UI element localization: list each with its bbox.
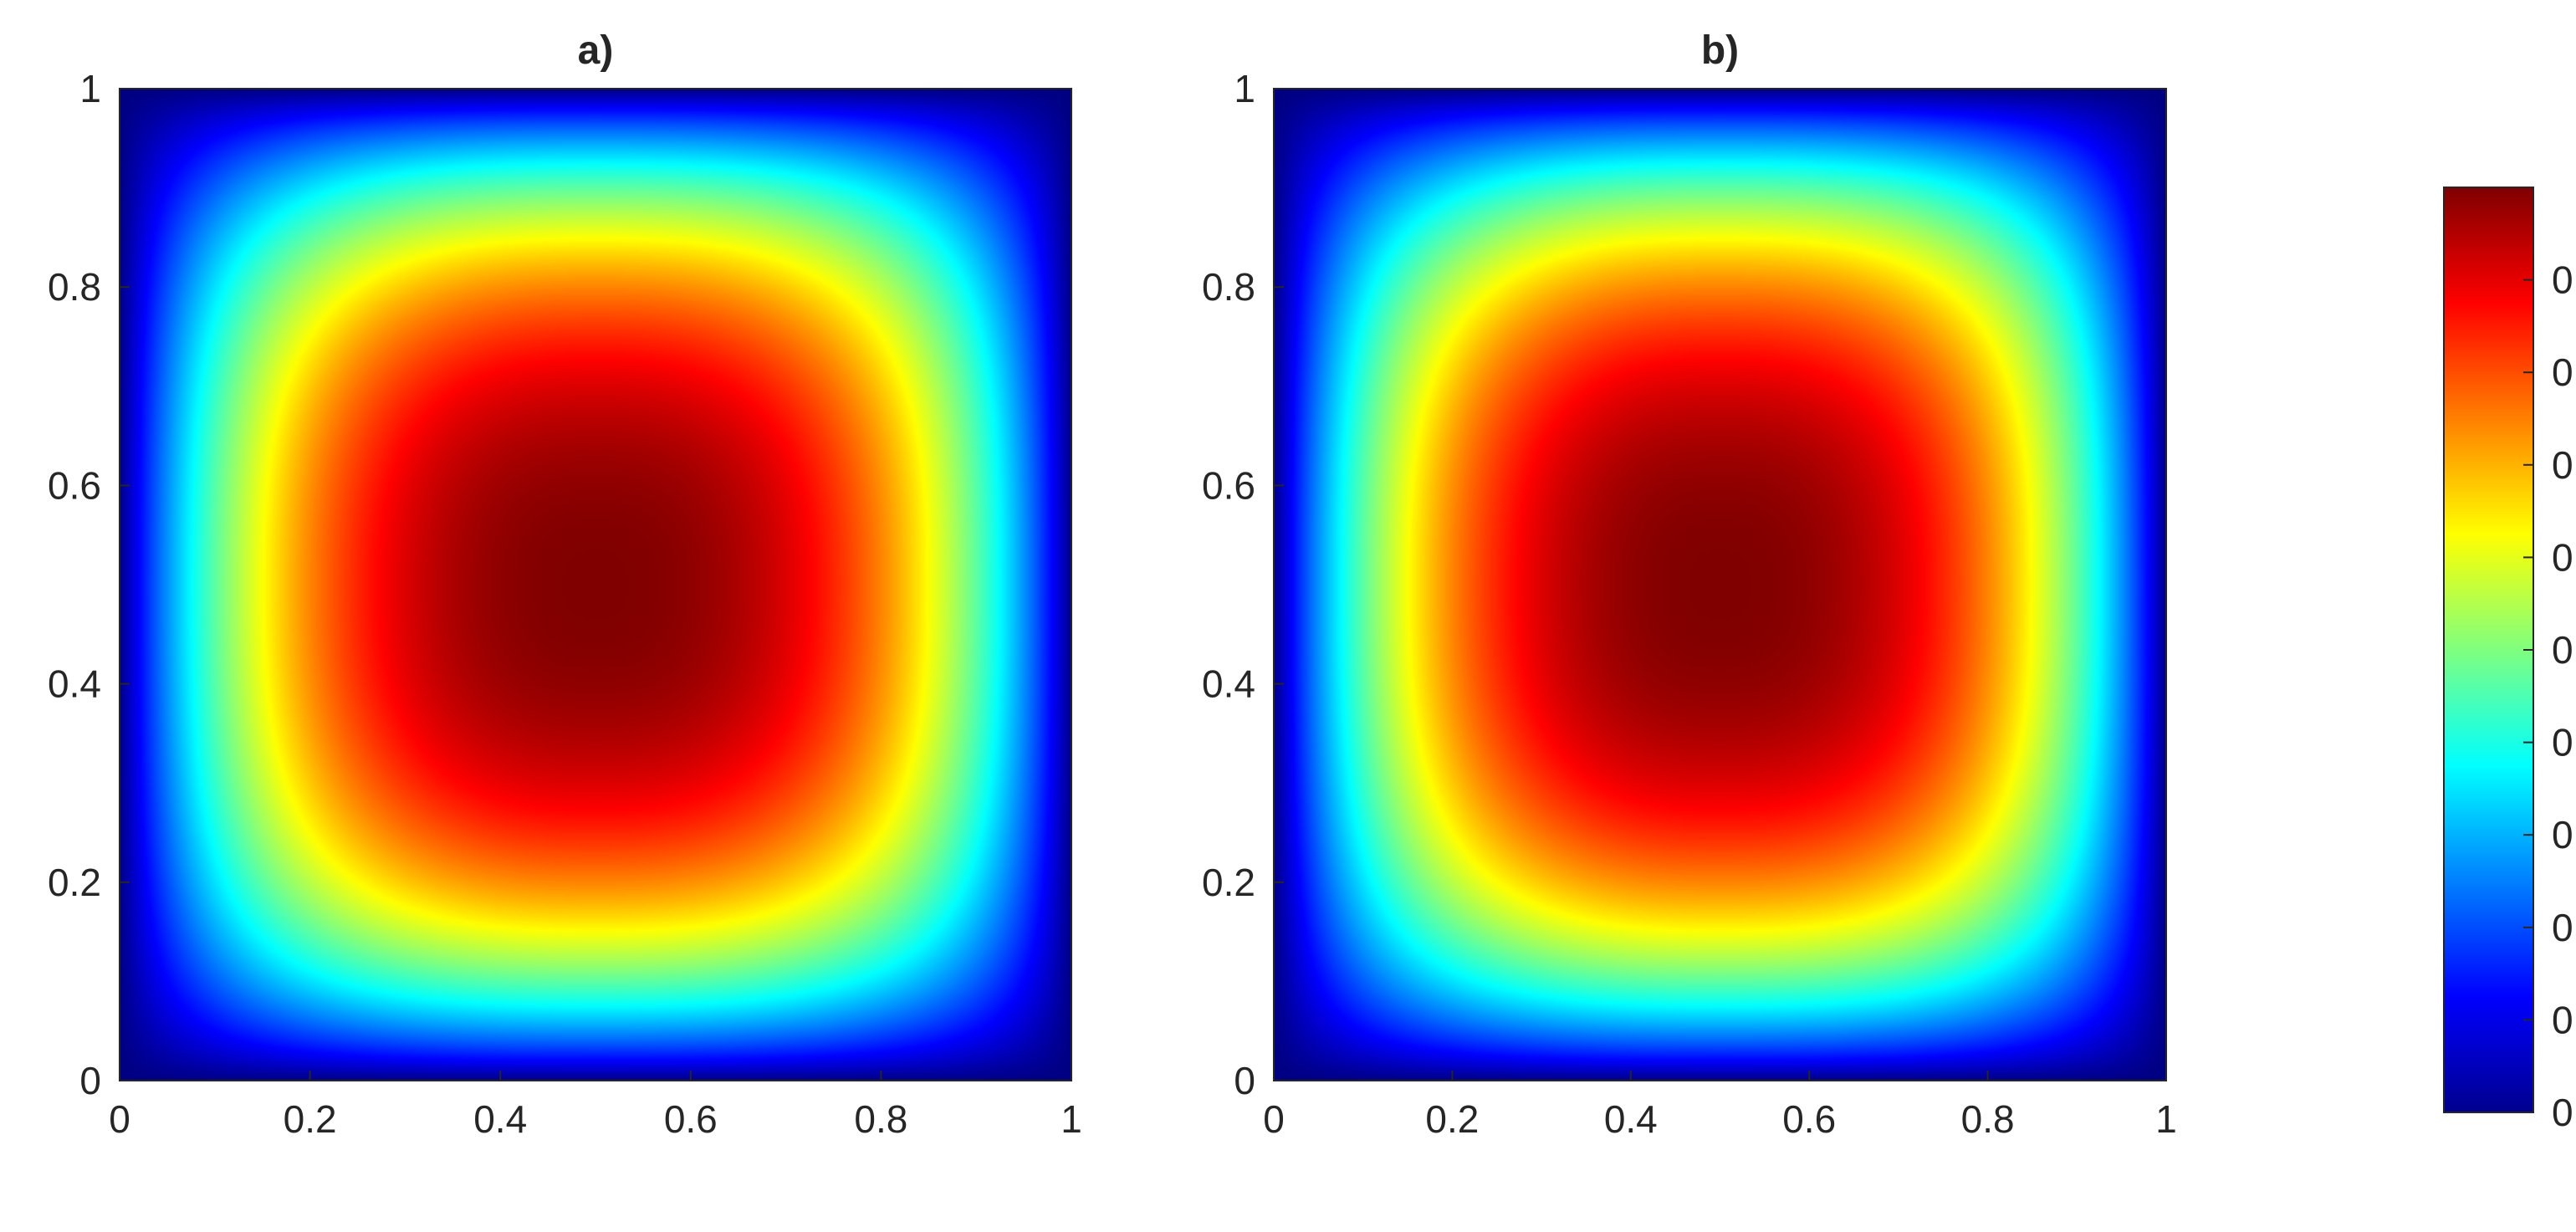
colorbar-tick-label: 0.5 bbox=[2552, 628, 2576, 672]
x-tick-label: 0.4 bbox=[1604, 1097, 1658, 1141]
y-tick-label: 0 bbox=[79, 1059, 101, 1102]
x-tick-label: 0.4 bbox=[473, 1097, 527, 1141]
x-tick-label: 0.8 bbox=[854, 1097, 907, 1141]
x-tick-label: 1 bbox=[1061, 1097, 1082, 1141]
colorbar-tick-label: 0.1 bbox=[2552, 998, 2576, 1041]
y-tick-label: 0.6 bbox=[1202, 463, 1255, 507]
colorbar-tick-label: 0.7 bbox=[2552, 443, 2576, 487]
x-tick-label: 0.8 bbox=[1961, 1097, 2015, 1141]
x-tick-label: 0.6 bbox=[1782, 1097, 1836, 1141]
x-tick-label: 1 bbox=[2155, 1097, 2177, 1141]
colorbar-tick-label: 0.3 bbox=[2552, 813, 2576, 856]
colorbar-gradient bbox=[2444, 187, 2533, 1112]
axes-frame-2 bbox=[1273, 88, 2167, 1081]
colorbar-tick-label: 0.6 bbox=[2552, 535, 2576, 579]
y-tick-label: 1 bbox=[1234, 67, 1255, 110]
x-tick-label: 0 bbox=[109, 1097, 130, 1141]
x-tick-label: 0.2 bbox=[284, 1097, 337, 1141]
y-tick-label: 0.2 bbox=[48, 861, 101, 904]
heatmap-image-2 bbox=[1274, 89, 2166, 1081]
y-tick-label: 0 bbox=[1234, 1059, 1255, 1102]
axes-frame-1 bbox=[119, 88, 1072, 1081]
x-tick-label: 0.6 bbox=[664, 1097, 718, 1141]
panel-title-1: a) bbox=[578, 28, 614, 73]
y-tick-label: 0.8 bbox=[1202, 265, 1255, 309]
colorbar-tick-label: 0.2 bbox=[2552, 906, 2576, 949]
y-tick-label: 0.2 bbox=[1202, 861, 1255, 904]
heatmap-image-1 bbox=[120, 89, 1071, 1081]
panel-2: b) 0 0.2 0.4 0.6 0.8 1 0 0.2 0.4 0.6 0.8 1 bbox=[1202, 28, 2177, 1141]
y-tick-label: 1 bbox=[79, 67, 101, 110]
panel-title-2: b) bbox=[1701, 28, 1739, 73]
y-tick-label: 0.6 bbox=[48, 463, 101, 507]
x-tick-label: 0.2 bbox=[1425, 1097, 1479, 1141]
y-tick-label: 0.8 bbox=[48, 265, 101, 309]
colorbar-tick-label: 0.8 bbox=[2552, 350, 2576, 394]
panel-1: a) 0 0.2 0.4 0.6 0.8 1 0 0.2 0.4 0.6 0.8 1 bbox=[48, 28, 1082, 1141]
colorbar-tick-label: 0 bbox=[2552, 1091, 2573, 1134]
colorbar: 0 0.1 0.2 0.3 0.4 0.5 0.6 0.7 0.8 0.9 bbox=[2443, 187, 2576, 1134]
x-tick-label: 0 bbox=[1263, 1097, 1285, 1141]
panels-layer: a) 0 0.2 0.4 0.6 0.8 1 0 0.2 0.4 0.6 0.8 1 b) 0 0.2 0.4 0… bbox=[48, 28, 2177, 1141]
colorbar-tick-label: 0.4 bbox=[2552, 721, 2576, 764]
y-tick-label: 0.4 bbox=[48, 662, 101, 706]
colorbar-tick-label: 0.9 bbox=[2552, 258, 2576, 302]
y-tick-label: 0.4 bbox=[1202, 662, 1255, 706]
